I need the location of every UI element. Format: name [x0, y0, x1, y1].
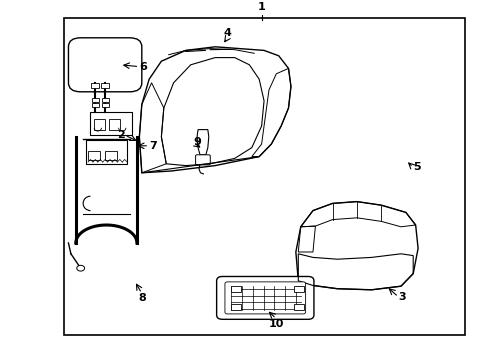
Text: 1: 1	[257, 1, 265, 12]
Bar	[85, 140, 127, 164]
Bar	[102, 98, 108, 102]
Text: 8: 8	[138, 293, 145, 303]
Bar	[90, 112, 132, 135]
Bar	[63, 18, 464, 335]
Bar	[91, 83, 99, 88]
Bar	[109, 119, 120, 130]
Text: 10: 10	[268, 319, 284, 329]
FancyBboxPatch shape	[224, 282, 305, 314]
Bar	[294, 304, 304, 310]
Text: 7: 7	[149, 141, 157, 151]
Circle shape	[77, 265, 84, 271]
Text: 6: 6	[139, 62, 147, 72]
Bar	[231, 286, 241, 292]
Text: 5: 5	[412, 162, 420, 172]
Bar	[294, 286, 304, 292]
Bar	[88, 151, 100, 160]
Bar	[92, 103, 99, 107]
FancyBboxPatch shape	[216, 276, 313, 319]
Bar	[94, 119, 105, 130]
Bar	[105, 151, 117, 160]
Bar	[92, 98, 99, 102]
FancyBboxPatch shape	[195, 155, 210, 165]
Bar	[231, 304, 241, 310]
Text: 4: 4	[223, 28, 231, 38]
Text: 9: 9	[193, 137, 201, 147]
Text: 2: 2	[117, 130, 124, 140]
Bar	[101, 83, 109, 88]
Text: 3: 3	[398, 292, 406, 302]
FancyBboxPatch shape	[68, 38, 142, 92]
Bar	[102, 103, 108, 107]
